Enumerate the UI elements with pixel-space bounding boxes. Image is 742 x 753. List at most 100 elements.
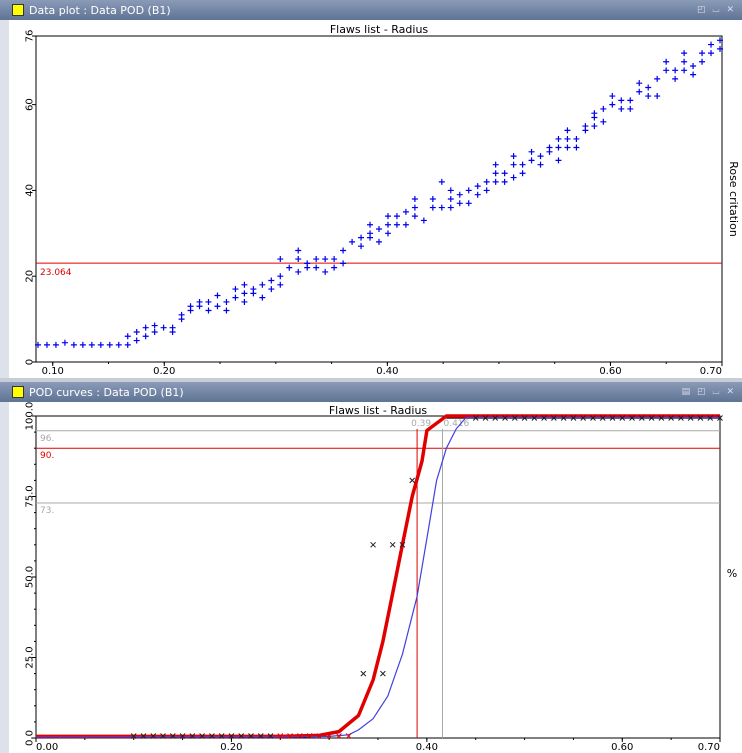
data-point: [402, 208, 409, 215]
observation-marker: [619, 415, 626, 421]
y-tick-label: 50.0: [25, 566, 36, 588]
observation-marker: [707, 415, 714, 421]
window-title: POD curves : Data POD (B1): [29, 385, 184, 399]
observation-marker: [472, 415, 479, 421]
data-point: [447, 187, 454, 194]
data-point: [447, 196, 454, 202]
left-strip: [0, 20, 9, 380]
x-tick-label: 0.70: [698, 742, 720, 753]
data-point: [142, 333, 149, 340]
data-point: [295, 256, 302, 263]
data-point: [636, 80, 643, 87]
data-point: [411, 196, 418, 202]
x-tick-label: 0.70: [700, 366, 722, 377]
observation-marker: [409, 477, 416, 484]
data-point: [681, 67, 688, 74]
observation-marker: [345, 733, 352, 739]
data-point: [187, 303, 194, 310]
threshold-label: 23.064: [40, 268, 72, 278]
panel-splitter[interactable]: [0, 378, 742, 382]
data-point: [322, 256, 329, 263]
data-point: [43, 341, 50, 348]
data-point: [151, 322, 158, 329]
data-point: [699, 50, 706, 57]
data-point: [367, 230, 374, 237]
data-point: [268, 277, 275, 284]
observation-marker: [179, 733, 186, 739]
data-point: [591, 123, 598, 130]
observation-marker: [238, 733, 245, 739]
data-point: [169, 324, 176, 331]
data-point: [340, 247, 347, 254]
window-controls-icon[interactable]: ◰ ⌴ ✕: [697, 5, 736, 15]
data-point: [618, 105, 625, 112]
y-tick-label: 100.0: [25, 402, 36, 430]
data-point: [304, 260, 311, 267]
data-point: [627, 97, 634, 104]
data-point: [654, 75, 661, 82]
data-point: [699, 58, 706, 65]
observation-marker: [336, 733, 342, 739]
data-point: [546, 144, 553, 151]
observation-marker: [668, 415, 674, 421]
observation-marker: [287, 733, 293, 739]
observation-marker: [609, 415, 616, 421]
data-point: [717, 37, 723, 44]
data-point: [286, 264, 293, 271]
y-axis-label: %: [727, 567, 737, 580]
data-point: [241, 290, 248, 297]
pod-chart: Flaws list - Radius 0.0 25.0 50.0 75.0 100.0 0…: [25, 402, 738, 753]
data-point: [672, 67, 679, 74]
data-point: [429, 204, 436, 211]
plot-frame: [35, 35, 723, 363]
data-point: [52, 341, 59, 348]
data-point: [573, 135, 580, 142]
data-point: [663, 58, 670, 65]
observation-marker: [209, 733, 215, 739]
observation-marker: [296, 733, 303, 739]
data-point: [411, 213, 418, 220]
data-point: [582, 123, 589, 130]
left-strip: [0, 402, 9, 753]
data-point: [367, 221, 374, 228]
data-plot-titlebar[interactable]: Data plot : Data POD (B1) ◰ ⌴ ✕: [0, 0, 742, 20]
data-point: [384, 213, 391, 220]
observation-marker: [648, 415, 655, 421]
data-point: [133, 328, 140, 335]
data-point: [376, 238, 382, 245]
observation-marker: [511, 415, 518, 421]
chart-title: Flaws list - Radius: [329, 404, 428, 417]
data-point: [124, 333, 131, 340]
data-point: [420, 217, 427, 224]
data-point: [384, 230, 391, 237]
observation-marker: [560, 415, 567, 421]
data-point: [340, 260, 347, 267]
observation-marker: [492, 415, 499, 421]
data-point: [358, 243, 365, 250]
data-point: [214, 303, 221, 310]
scatter-chart: Flaws list - Radius 0 20 40 60 76 0.10 0.20 0.40…: [25, 23, 741, 377]
data-point: [295, 247, 302, 254]
data-point: [259, 281, 266, 288]
data-point: [438, 178, 445, 185]
pod-curves-titlebar[interactable]: POD curves : Data POD (B1) ▤ ◰ ⌴ ✕: [0, 382, 742, 402]
y-axis-label: Rose critation: [727, 161, 740, 237]
observation-marker: [169, 733, 176, 739]
observation-marker: [687, 415, 694, 421]
data-point: [160, 324, 167, 331]
data-point: [142, 324, 149, 331]
x-tick-label: 0.20: [153, 366, 175, 377]
observation-marker: [658, 415, 665, 421]
observation-marker: [482, 415, 489, 421]
data-point: [501, 170, 508, 177]
y-tick-label: 60: [25, 98, 36, 111]
data-point: [474, 183, 481, 190]
data-point: [555, 157, 562, 164]
window-icon: [12, 386, 24, 398]
window-controls-icon[interactable]: ▤ ◰ ⌴ ✕: [681, 387, 736, 397]
data-point: [277, 281, 284, 288]
x-tick-label: 0.10: [42, 366, 64, 377]
observation-marker: [570, 415, 577, 421]
data-point: [519, 170, 526, 177]
data-point: [88, 341, 95, 348]
